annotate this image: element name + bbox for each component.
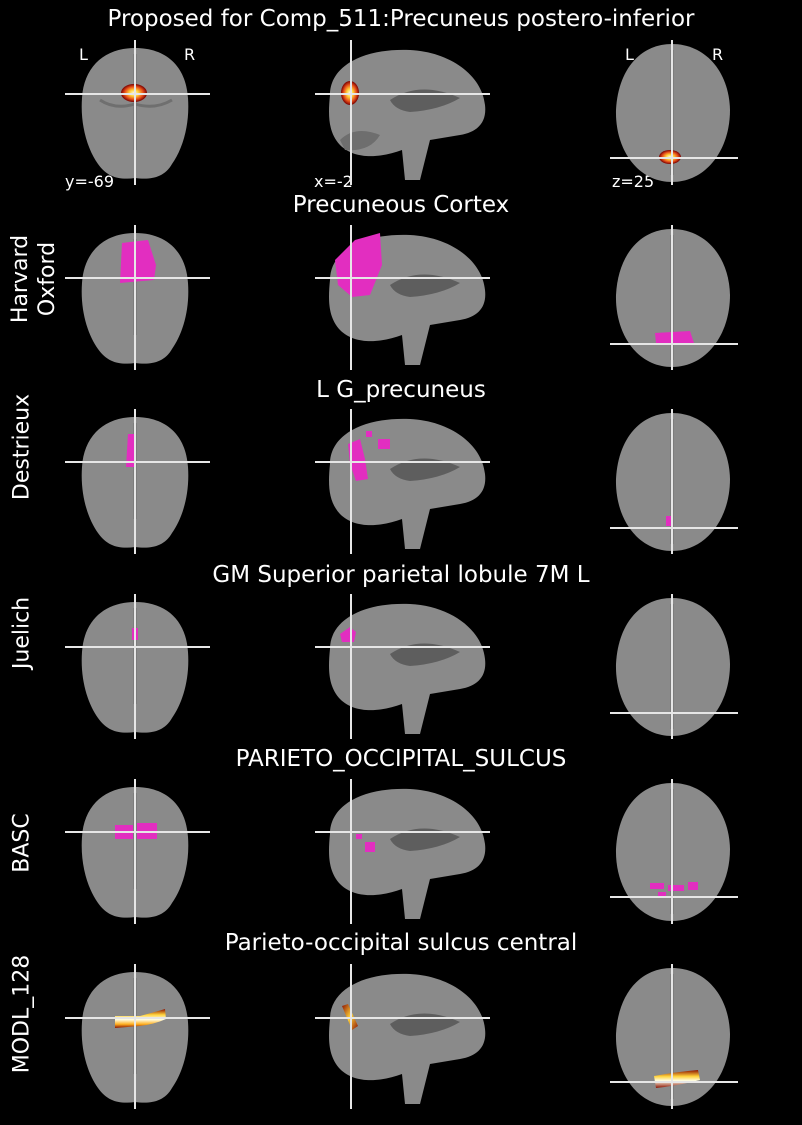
sagittal-slice-harvard-oxford <box>310 225 495 370</box>
axial-slice-modl <box>610 964 740 1109</box>
coronal-slice-proposed <box>60 40 215 185</box>
row-label-destrieux: Destrieux <box>9 393 35 501</box>
row-label-basc: BASC <box>9 813 35 873</box>
figure-title: Proposed for Comp_511:Precuneus postero-… <box>107 6 695 32</box>
coronal-slice-harvard-oxford <box>60 225 215 370</box>
orientation-left-axial: L <box>625 45 634 64</box>
axial-slice-basc <box>610 779 740 924</box>
orientation-right-axial: R <box>712 45 724 64</box>
sagittal-slice-destrieux <box>310 409 495 554</box>
row-title-juelich: GM Superior parietal lobule 7M L <box>212 562 590 588</box>
coronal-slice-basc <box>60 779 215 924</box>
sagittal-slice-juelich <box>310 594 495 739</box>
row-title-destrieux: L G_precuneus <box>316 377 486 403</box>
orientation-left-coronal: L <box>79 45 88 64</box>
coordinate-axial: z=25 <box>612 172 655 191</box>
sagittal-slice-modl <box>310 964 495 1109</box>
coordinate-coronal: y=-69 <box>65 172 115 191</box>
axial-slice-proposed <box>610 40 740 185</box>
sagittal-slice-proposed <box>310 40 495 185</box>
coronal-slice-modl <box>60 964 215 1109</box>
coronal-slice-destrieux <box>60 409 215 554</box>
row-label-harvard-oxford: Harvard Oxford <box>8 234 60 324</box>
row-title-basc: PARIETO_OCCIPITAL_SULCUS <box>235 746 567 772</box>
axial-slice-harvard-oxford <box>610 225 740 370</box>
axial-slice-juelich <box>610 594 740 739</box>
axial-slice-destrieux <box>610 409 740 554</box>
coordinate-sagittal: x=-2 <box>314 172 353 191</box>
row-title-modl: Parieto-occipital sulcus central <box>224 930 578 956</box>
row-title-harvard-oxford: Precuneous Cortex <box>292 192 510 218</box>
sagittal-slice-basc <box>310 779 495 924</box>
coronal-slice-juelich <box>60 594 215 739</box>
row-label-juelich: Juelich <box>9 596 35 670</box>
orientation-right-coronal: R <box>184 45 196 64</box>
row-label-modl: MODL_128 <box>9 954 35 1074</box>
